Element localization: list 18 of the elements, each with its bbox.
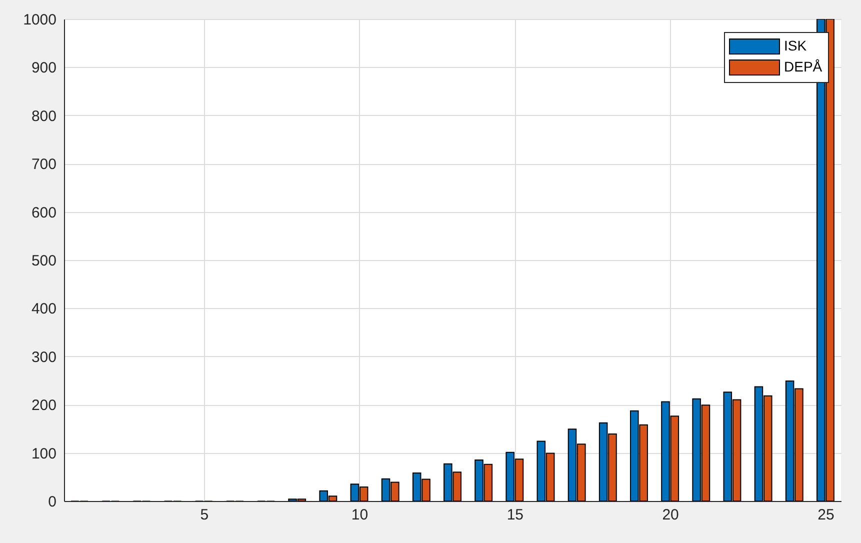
x-tick-label: 15	[506, 506, 524, 524]
y-tick-label: 500	[31, 252, 56, 270]
y-tick-label: 700	[31, 156, 56, 174]
y-tick-label: 0	[48, 494, 56, 510]
y-tick-label: 900	[31, 60, 56, 77]
y-tick-label: 300	[31, 348, 56, 366]
y-tick-label: 400	[31, 300, 56, 318]
x-tick-label: 5	[200, 506, 209, 524]
x-tick-label: 10	[351, 506, 368, 524]
y-tick-label: 100	[31, 445, 56, 462]
x-tick-label: 20	[662, 506, 679, 524]
legend-label: ISK	[784, 38, 808, 54]
y-tick-label: 200	[31, 397, 56, 414]
y-tick-label: 600	[31, 204, 56, 222]
x-tick-label: 25	[818, 506, 834, 524]
y-tick-label: 1000	[23, 12, 56, 28]
y-tick-label: 800	[31, 108, 56, 125]
legend-label: DEPÅ	[784, 58, 823, 74]
